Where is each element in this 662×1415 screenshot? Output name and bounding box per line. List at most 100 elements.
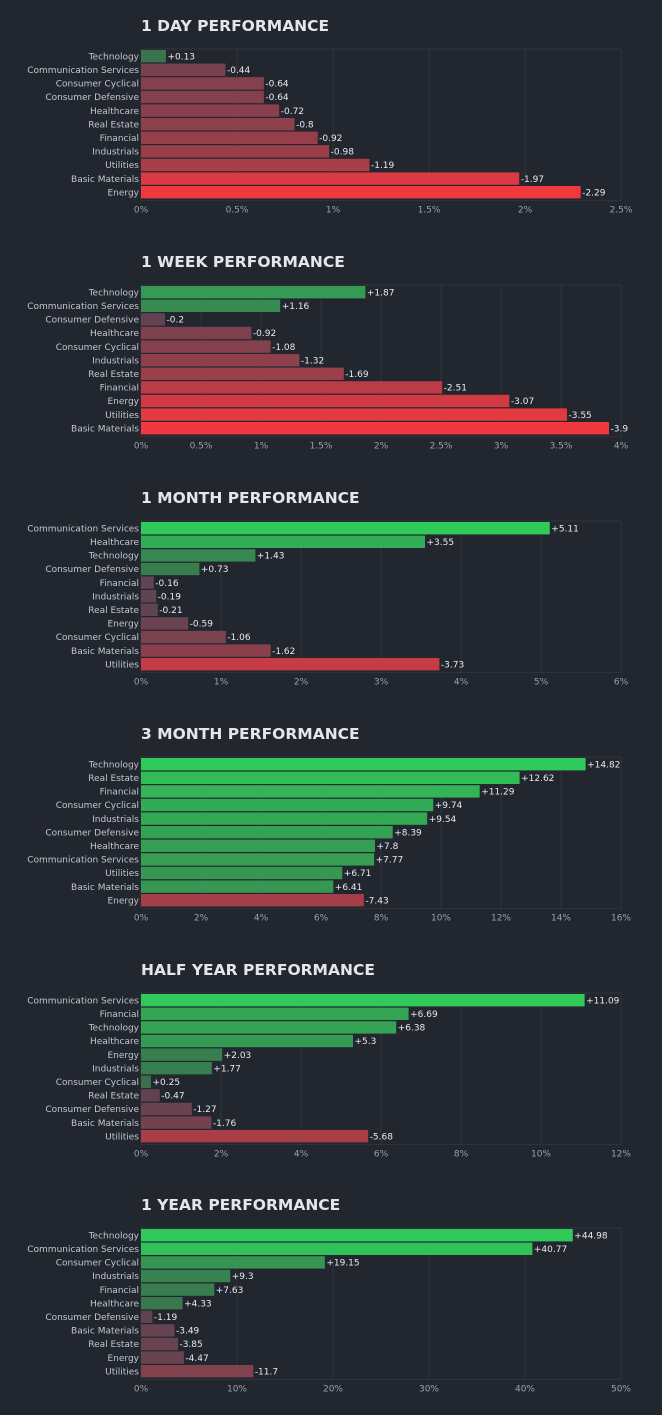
bar-communication-services: [141, 994, 585, 1007]
category-label: Utilities: [105, 161, 139, 171]
bar-financial: [141, 785, 480, 798]
chart-title: 1 MONTH PERFORMANCE: [141, 489, 360, 507]
data-label: +0.25: [153, 1078, 181, 1088]
data-label: -0.64: [265, 80, 289, 90]
data-label: -1.08: [272, 343, 296, 353]
bar-consumer-cyclical: [141, 1256, 325, 1269]
bar-utilities: [141, 658, 440, 671]
category-label: Basic Materials: [71, 175, 139, 185]
bar-healthcare: [141, 1297, 183, 1310]
data-label: +3.55: [427, 538, 455, 548]
tick-label: 10%: [431, 914, 451, 924]
bar-consumer-cyclical: [141, 340, 271, 353]
bar-real-estate: [141, 1337, 178, 1351]
category-label: Utilities: [105, 869, 139, 879]
data-label: +7.77: [376, 856, 404, 866]
data-label: +5.3: [355, 1037, 377, 1047]
bar-basic-materials: [141, 644, 271, 657]
category-label: Healthcare: [90, 1299, 140, 1309]
bar-industrials: [141, 145, 330, 158]
tick-label: 0.5%: [226, 206, 249, 216]
tick-label: 1%: [254, 442, 269, 452]
data-label: +9.54: [429, 815, 457, 825]
tick-label: 4%: [454, 678, 469, 688]
data-label: -0.72: [281, 107, 304, 117]
category-label: Consumer Cyclical: [56, 633, 139, 643]
category-label: Healthcare: [90, 107, 140, 117]
bar-basic-materials: [141, 1116, 212, 1129]
data-label: -3.49: [176, 1327, 200, 1337]
category-label: Consumer Cyclical: [56, 1078, 139, 1088]
tick-label: 1.5%: [310, 442, 333, 452]
tick-label: 6%: [374, 1150, 389, 1160]
category-label: Industrials: [92, 592, 139, 602]
bar-technology: [141, 50, 166, 63]
data-label: -1.69: [345, 370, 369, 380]
tick-label: 3%: [374, 678, 389, 688]
category-label: Consumer Cyclical: [56, 801, 139, 811]
data-label: +14.82: [587, 760, 620, 770]
category-label: Industrials: [92, 356, 139, 366]
bar-real-estate: [141, 118, 295, 131]
category-label: Basic Materials: [71, 1327, 139, 1337]
tick-label: 0.5%: [190, 442, 213, 452]
1-month-performance-chart: 1 MONTH PERFORMANCE Communication Service…: [27, 489, 628, 688]
tick-label: 2.5%: [430, 442, 453, 452]
tick-label: 3.5%: [550, 442, 573, 452]
data-label: -5.68: [370, 1132, 394, 1142]
category-label: Real Estate: [88, 1340, 139, 1350]
category-label: Technology: [88, 760, 140, 770]
data-label: +7.63: [216, 1286, 244, 1296]
category-label: Basic Materials: [71, 1119, 139, 1129]
bar-consumer-defensive: [141, 1310, 153, 1323]
category-label: Utilities: [105, 1132, 139, 1142]
category-label: Consumer Cyclical: [56, 80, 139, 90]
bar-consumer-defensive: [141, 90, 264, 104]
data-label: +11.29: [481, 788, 515, 798]
3-month-performance-chart: 3 MONTH PERFORMANCE Technology +14.82 Real …: [27, 725, 631, 924]
bar-technology: [141, 1021, 397, 1034]
bar-real-estate: [141, 367, 344, 380]
bar-technology: [141, 1229, 573, 1242]
bar-utilities: [141, 408, 567, 421]
data-label: +4.33: [184, 1299, 212, 1309]
data-label: +6.41: [335, 883, 363, 893]
bar-energy: [141, 1351, 184, 1364]
bar-healthcare: [141, 326, 252, 340]
chart-title: 1 WEEK PERFORMANCE: [141, 253, 345, 271]
category-label: Financial: [100, 134, 139, 144]
data-label: -0.2: [167, 316, 185, 326]
1-day-performance-chart: 1 DAY PERFORMANCE Technology +0.13 Communic…: [27, 17, 633, 216]
bar-consumer-cyclical: [141, 630, 226, 644]
data-label: -0.44: [227, 66, 251, 76]
data-label: +2.03: [224, 1051, 252, 1061]
1-week-performance-chart: 1 WEEK PERFORMANCE Technology +1.87 Communi…: [27, 253, 628, 452]
tick-label: 2%: [374, 442, 389, 452]
data-label: -1.06: [227, 633, 251, 643]
data-label: -0.21: [159, 606, 182, 616]
data-label: -3.73: [441, 660, 464, 670]
data-label: -11.7: [255, 1367, 278, 1377]
category-label: Financial: [100, 1286, 139, 1296]
data-label: -1.19: [371, 161, 395, 171]
data-label: +1.43: [257, 552, 285, 562]
bar-technology: [141, 758, 586, 771]
tick-label: 0%: [134, 678, 149, 688]
data-label: -0.59: [190, 620, 214, 630]
tick-label: 0%: [134, 1385, 149, 1395]
category-label: Technology: [88, 1231, 140, 1241]
tick-label: 10%: [227, 1385, 247, 1395]
bar-utilities: [141, 1365, 254, 1378]
bar-utilities: [141, 158, 370, 172]
category-label: Consumer Defensive: [45, 565, 139, 575]
bar-energy: [141, 394, 510, 408]
data-label: +6.38: [398, 1024, 426, 1034]
category-label: Financial: [100, 579, 139, 589]
category-label: Energy: [107, 1051, 139, 1061]
category-label: Utilities: [105, 660, 139, 670]
category-label: Healthcare: [90, 538, 140, 548]
bar-energy: [141, 186, 581, 199]
chart-title: HALF YEAR PERFORMANCE: [141, 961, 375, 979]
chart-title: 1 YEAR PERFORMANCE: [141, 1196, 340, 1214]
data-label: +8.39: [394, 828, 422, 838]
